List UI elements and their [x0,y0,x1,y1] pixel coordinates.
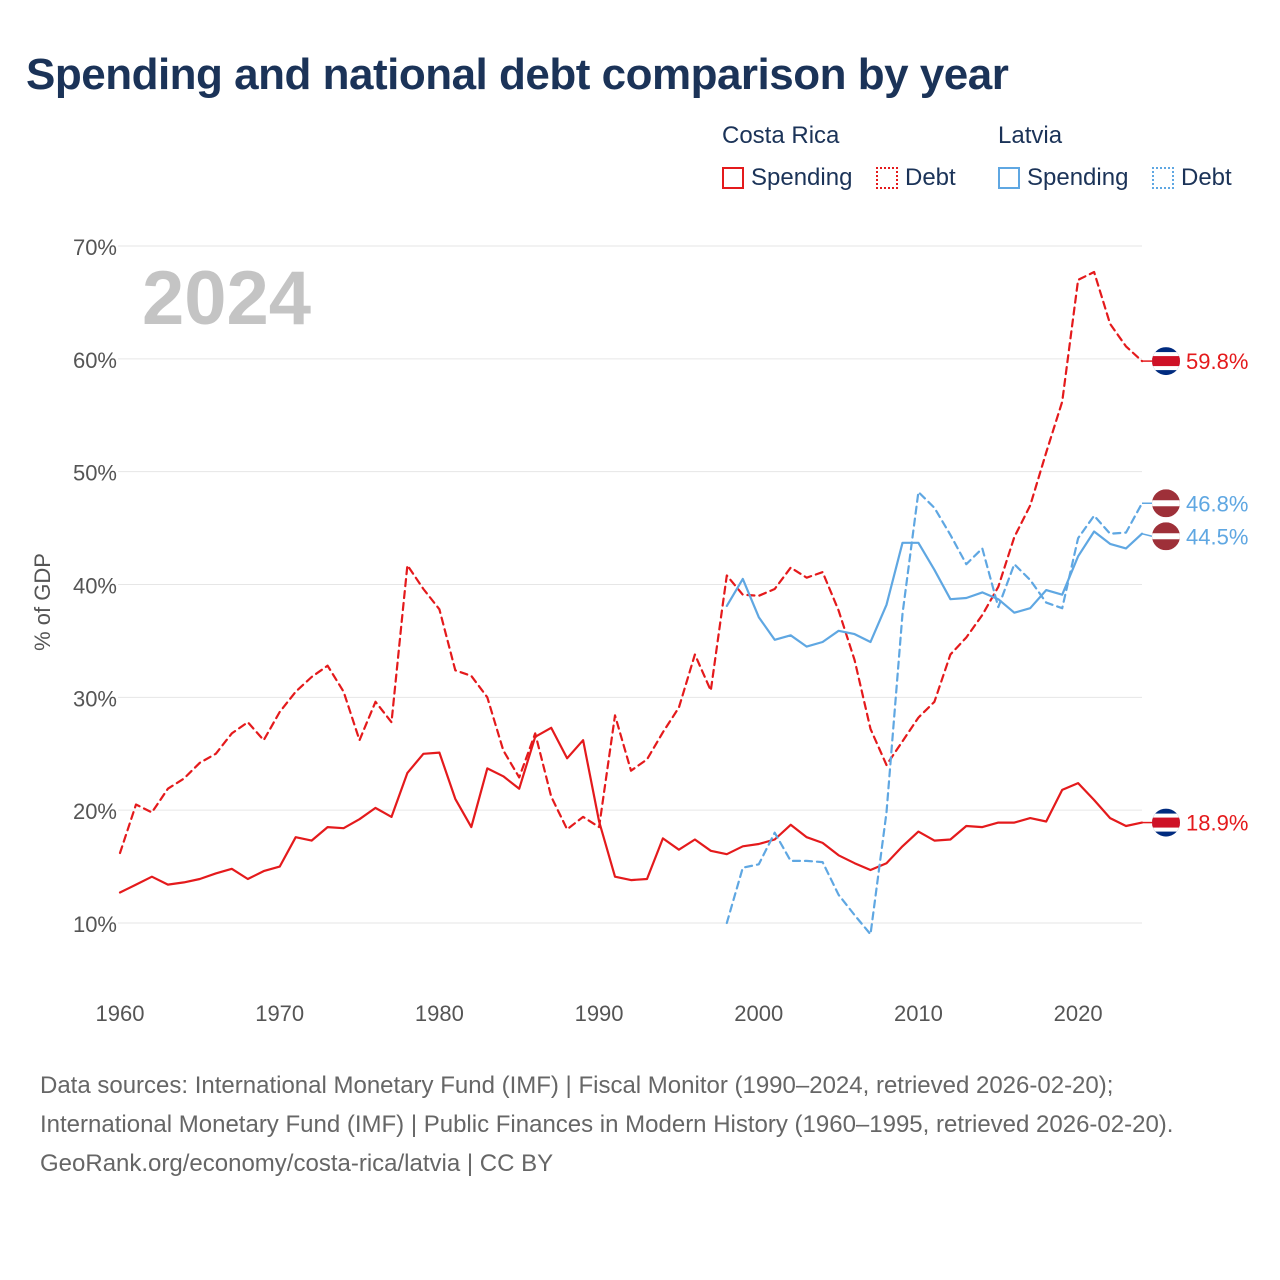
legend-label: Debt [1181,164,1232,191]
series-line-latvia-spending[interactable] [725,530,1144,648]
source-attribution: GeoRank.org/economy/costa-rica/latvia | … [40,1150,554,1177]
y-tick-label: 20% [73,799,117,824]
legend-swatch-dotted-icon [876,167,898,189]
latvia-flag-icon [1152,489,1180,518]
end-value-label: 18.9% [1186,811,1248,836]
legend-item-costa-rica-debt[interactable]: Debt [876,164,956,192]
y-tick-label: 70% [73,235,117,260]
costa-rica-flag-icon [1152,808,1180,837]
y-axis-title: % of GDP [30,553,55,651]
year-watermark: 2024 [142,256,311,341]
x-tick-label: 1960 [96,1001,145,1026]
end-value-label: 44.5% [1186,524,1248,549]
series-line-latvia-debt[interactable] [725,490,1144,936]
y-tick-label: 60% [73,348,117,373]
y-tick-label: 40% [73,574,117,599]
legend-label: Spending [751,164,853,191]
legend-item-latvia-debt[interactable]: Debt [1152,164,1232,192]
source-note: Data sources: International Monetary Fun… [40,1066,1240,1183]
legend-swatch-dotted-icon [1152,167,1174,189]
end-connector [1141,532,1153,537]
x-tick-label: 2020 [1054,1001,1103,1026]
legend-item-costa-rica-spending[interactable]: Spending [722,164,852,192]
y-tick-label: 30% [73,686,117,711]
y-tick-label: 10% [73,912,117,937]
legend-label: Debt [905,164,956,191]
x-tick-label: 2010 [894,1001,943,1026]
chart-title: Spending and national debt comparison by… [26,50,1009,99]
legend-group-costa-rica: Costa Rica [722,122,840,149]
legend-label: Spending [1027,164,1129,191]
series-line-costa-rica-spending[interactable] [118,726,1144,894]
legend-group-latvia: Latvia [998,122,1063,149]
end-value-label: 59.8% [1186,349,1248,374]
series-line-costa-rica-debt[interactable] [118,270,1144,855]
latvia-flag-icon [1152,522,1180,551]
y-tick-label: 50% [73,461,117,486]
legend: Costa Rica Latvia Spending Debt Spending… [0,122,1280,212]
x-tick-label: 1970 [255,1001,304,1026]
costa-rica-flag-icon [1152,347,1180,376]
x-tick-label: 1990 [575,1001,624,1026]
x-tick-label: 2000 [734,1001,783,1026]
source-text: Data sources: International Monetary Fun… [40,1072,1174,1138]
legend-swatch-solid-icon [722,167,744,189]
legend-swatch-solid-icon [998,167,1020,189]
legend-item-latvia-spending[interactable]: Spending [998,164,1128,192]
x-tick-label: 1980 [415,1001,464,1026]
end-value-label: 46.8% [1186,491,1248,516]
line-chart: 10% 20% 30% 40% 50% 60% 70% 1960 1970 1980 1990 20… [30,235,1248,1026]
